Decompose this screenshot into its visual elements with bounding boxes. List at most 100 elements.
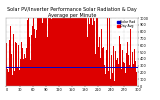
Bar	[108, 70, 109, 86]
Bar	[121, 69, 122, 86]
Bar	[45, 18, 46, 86]
Bar	[44, 18, 45, 86]
Legend: Solar Rad, Day Avg: Solar Rad, Day Avg	[117, 20, 136, 29]
Bar	[119, 74, 120, 86]
Bar	[35, 31, 36, 86]
Bar	[92, 25, 93, 86]
Bar	[26, 48, 27, 86]
Bar	[107, 18, 108, 86]
Bar	[99, 37, 100, 86]
Bar	[116, 60, 117, 86]
Bar	[27, 20, 28, 86]
Bar	[53, 18, 54, 86]
Bar	[93, 18, 94, 86]
Bar	[34, 29, 35, 86]
Bar	[48, 18, 49, 86]
Bar	[55, 18, 56, 86]
Bar	[77, 18, 78, 86]
Bar	[18, 45, 19, 86]
Bar	[88, 18, 89, 86]
Bar	[69, 18, 70, 86]
Bar	[100, 58, 101, 86]
Bar	[117, 57, 118, 86]
Bar	[57, 18, 58, 86]
Bar	[19, 70, 20, 86]
Bar	[66, 18, 67, 86]
Bar	[28, 18, 29, 86]
Bar	[52, 18, 53, 86]
Bar	[95, 54, 96, 86]
Bar	[124, 63, 125, 86]
Bar	[21, 42, 22, 86]
Bar	[120, 44, 121, 86]
Bar	[7, 84, 8, 86]
Bar	[37, 18, 38, 86]
Bar	[17, 68, 18, 86]
Bar	[70, 18, 71, 86]
Bar	[61, 18, 62, 86]
Bar	[132, 52, 133, 86]
Bar	[68, 18, 69, 86]
Bar	[43, 18, 44, 86]
Bar	[110, 79, 111, 86]
Bar	[42, 18, 43, 86]
Bar	[131, 68, 132, 86]
Bar	[36, 30, 37, 86]
Bar	[86, 18, 87, 86]
Bar	[11, 54, 12, 86]
Bar	[30, 60, 31, 86]
Bar	[80, 18, 81, 86]
Bar	[47, 37, 48, 86]
Title: Solar PV/Inverter Performance Solar Radiation & Day Average per Minute: Solar PV/Inverter Performance Solar Radi…	[7, 7, 137, 18]
Bar	[103, 47, 104, 86]
Bar	[109, 18, 110, 86]
Bar	[59, 18, 60, 86]
Bar	[72, 18, 73, 86]
Bar	[60, 18, 61, 86]
Bar	[32, 26, 33, 86]
Bar	[6, 43, 7, 86]
Bar	[96, 18, 97, 86]
Bar	[126, 53, 127, 86]
Bar	[127, 42, 128, 86]
Bar	[33, 18, 34, 86]
Bar	[58, 18, 59, 86]
Bar	[97, 18, 98, 86]
Bar	[84, 18, 85, 86]
Bar	[130, 28, 131, 86]
Bar	[114, 81, 115, 86]
Bar	[8, 72, 9, 86]
Bar	[133, 64, 134, 86]
Bar	[38, 18, 39, 86]
Bar	[24, 46, 25, 86]
Bar	[62, 18, 63, 86]
Bar	[25, 58, 26, 86]
Bar	[41, 18, 42, 86]
Bar	[101, 29, 102, 86]
Bar	[105, 74, 106, 86]
Bar	[136, 18, 137, 86]
Bar	[31, 35, 32, 86]
Bar	[16, 43, 17, 86]
Bar	[135, 61, 136, 86]
Bar	[23, 59, 24, 86]
Bar	[64, 18, 65, 86]
Bar	[9, 40, 10, 86]
Bar	[39, 18, 40, 86]
Bar	[113, 46, 114, 86]
Bar	[79, 18, 80, 86]
Bar	[49, 18, 50, 86]
Bar	[123, 62, 124, 86]
Bar	[75, 18, 76, 86]
Bar	[91, 18, 92, 86]
Bar	[90, 18, 91, 86]
Bar	[78, 18, 79, 86]
Bar	[22, 48, 23, 86]
Bar	[87, 37, 88, 86]
Bar	[122, 50, 123, 86]
Bar	[29, 37, 30, 86]
Bar	[98, 47, 99, 86]
Bar	[129, 32, 130, 86]
Bar	[74, 18, 75, 86]
Bar	[125, 73, 126, 86]
